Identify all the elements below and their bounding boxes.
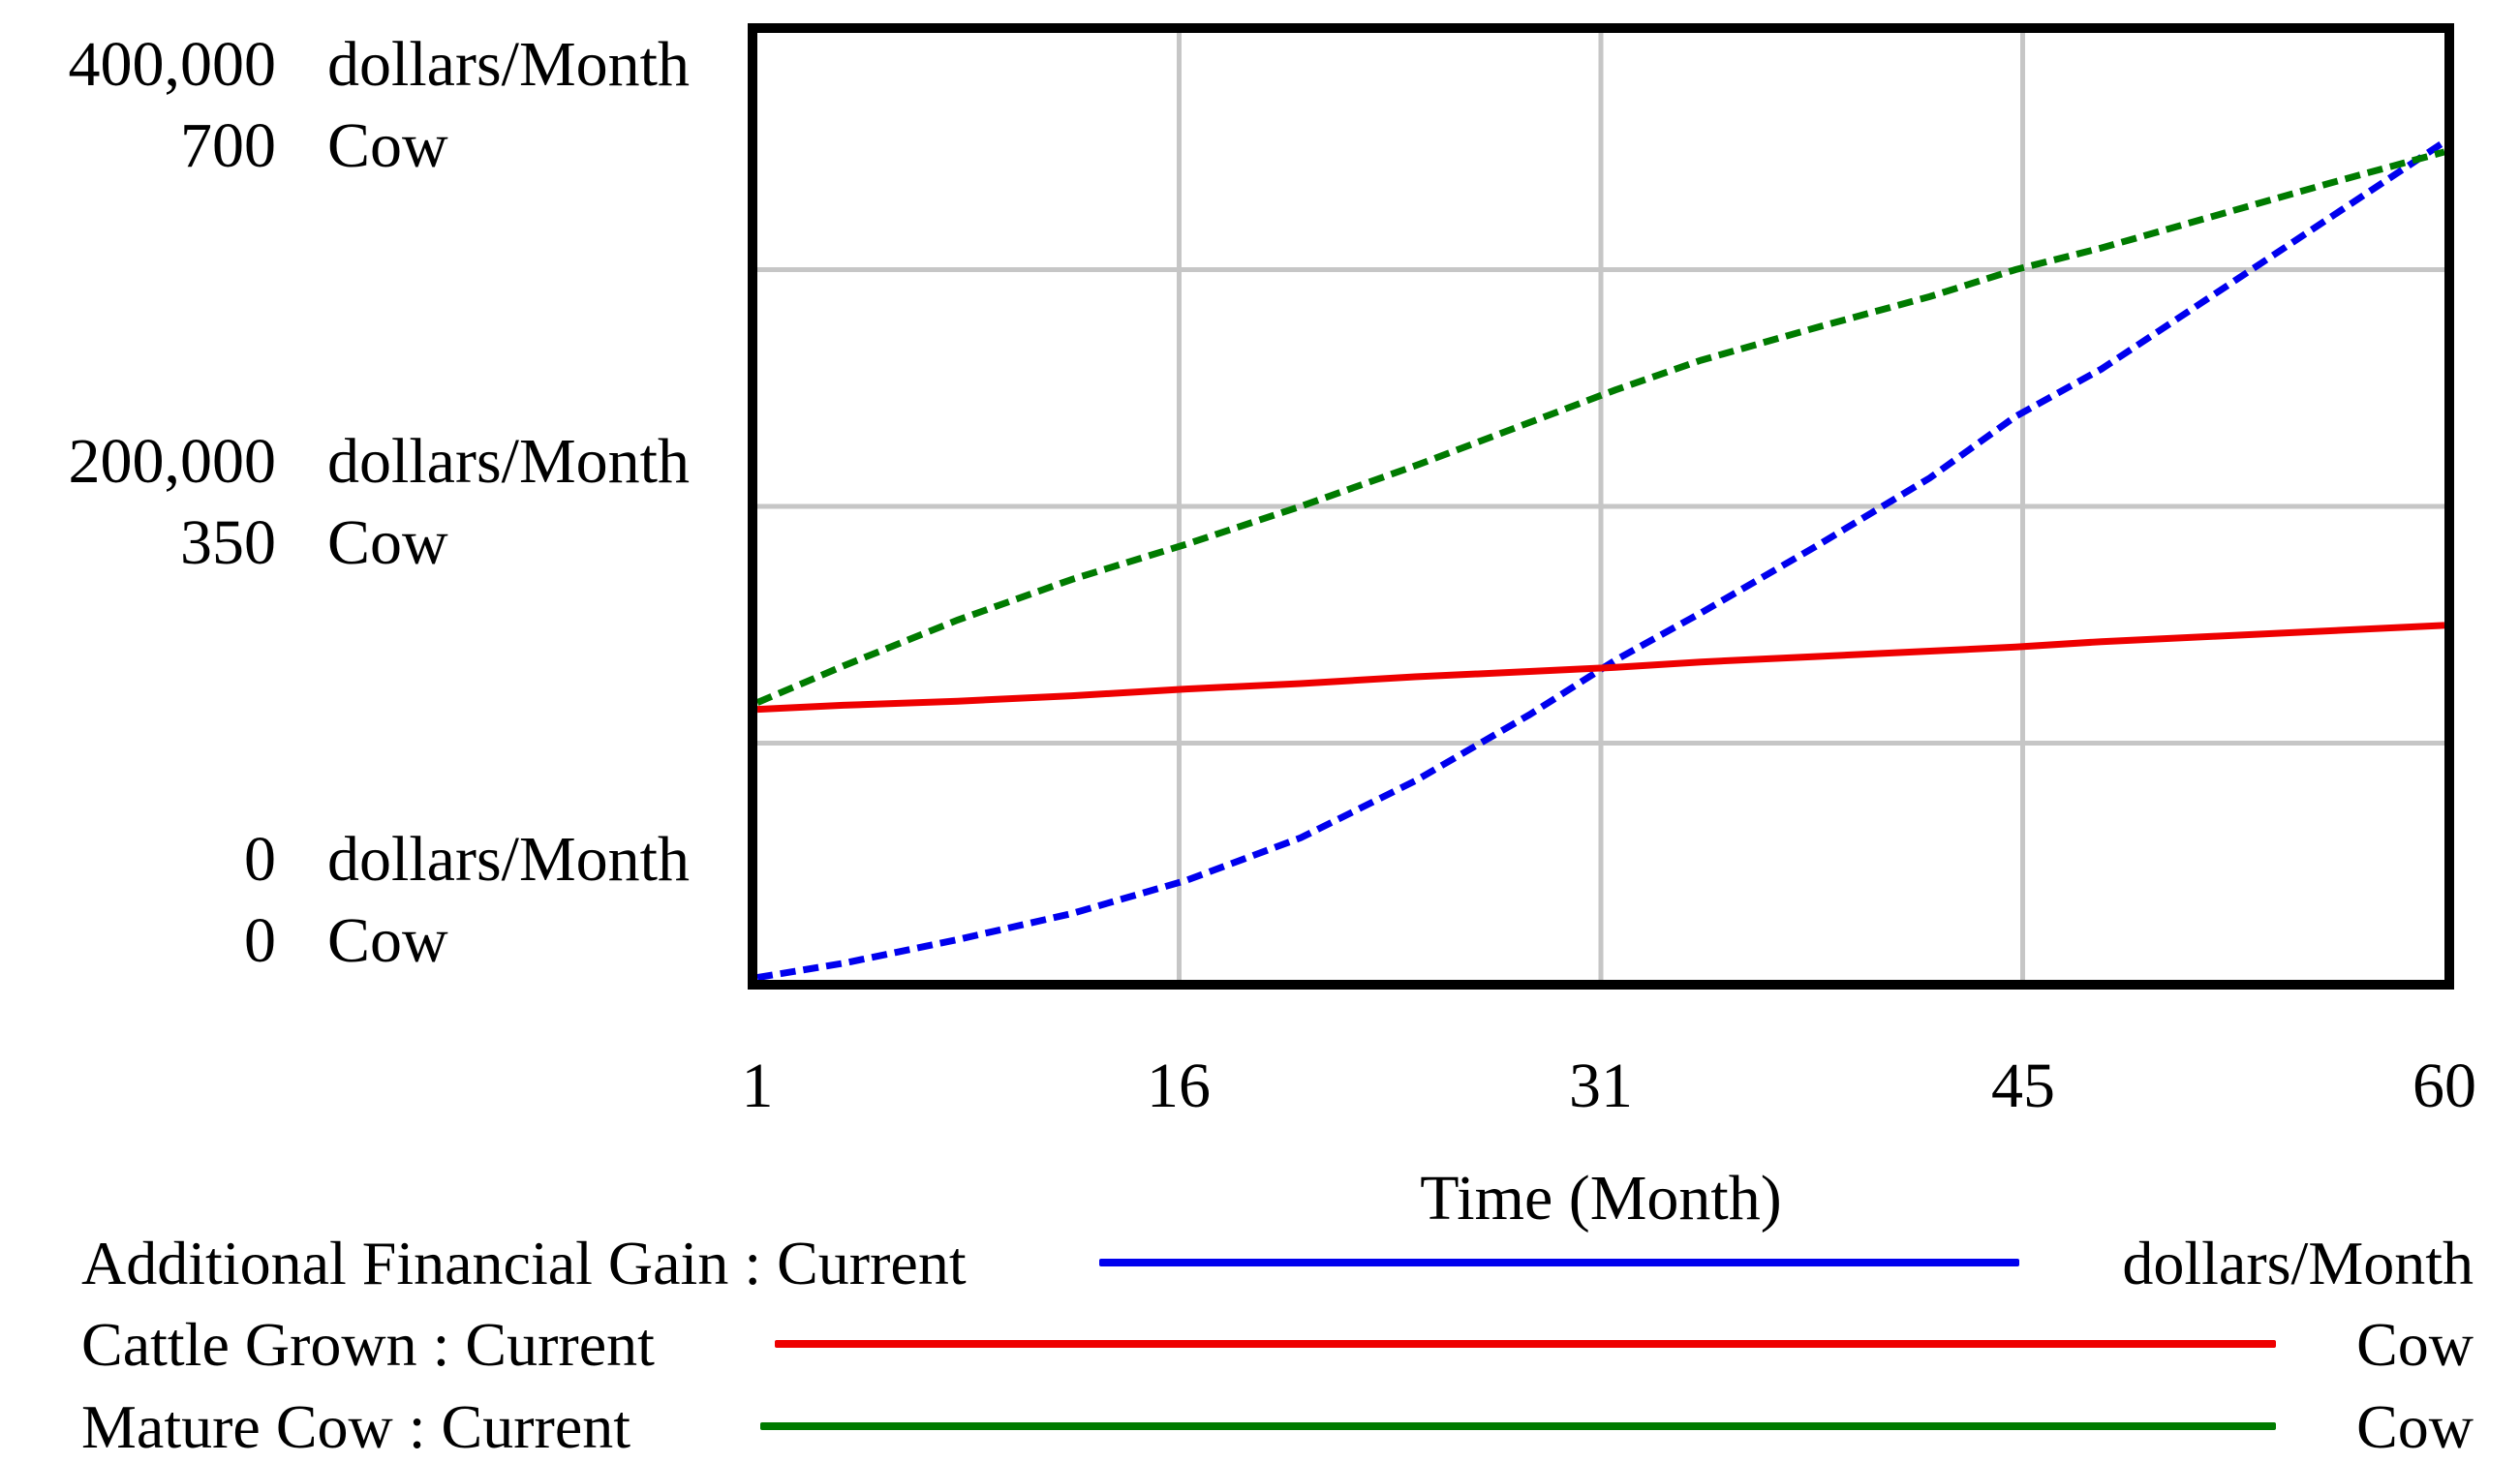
x-tick-31: 31 bbox=[1569, 1051, 1633, 1121]
legend-label-mature-cow: Mature Cow : Current bbox=[81, 1392, 630, 1461]
scale-row-money-max: 400,000 dollars/Month bbox=[0, 24, 736, 106]
money-unit-label: dollars/Month bbox=[327, 29, 690, 100]
scale-row-money-mid: 200,000 dollars/Month bbox=[0, 421, 736, 503]
scale-block-zero: 0 dollars/Month 0 Cow bbox=[0, 819, 736, 982]
legend-line-blue bbox=[1099, 1259, 2019, 1266]
scale-block-top: 400,000 dollars/Month 700 Cow bbox=[0, 24, 736, 187]
scale-row-cow-max: 700 Cow bbox=[0, 106, 736, 187]
money-unit-label: dollars/Month bbox=[327, 426, 690, 497]
plot-area bbox=[748, 23, 2454, 990]
legend-line-green bbox=[760, 1422, 2276, 1430]
cow-unit-label: Cow bbox=[327, 110, 448, 181]
scale-row-cow-zero: 0 Cow bbox=[0, 900, 736, 982]
legend-unit-cow-green: Cow bbox=[2356, 1392, 2474, 1461]
cow-max-value: 700 bbox=[180, 110, 276, 181]
money-mid-value: 200,000 bbox=[68, 426, 277, 497]
x-tick-1: 1 bbox=[741, 1051, 774, 1121]
x-tick-16: 16 bbox=[1147, 1051, 1211, 1121]
plot-canvas bbox=[757, 33, 2444, 980]
legend-label-cattle-grown: Cattle Grown : Current bbox=[81, 1310, 655, 1379]
cow-unit-label: Cow bbox=[327, 905, 448, 976]
money-unit-label: dollars/Month bbox=[327, 824, 690, 895]
cow-unit-label: Cow bbox=[327, 507, 448, 578]
scale-row-money-zero: 0 dollars/Month bbox=[0, 819, 736, 900]
x-tick-60: 60 bbox=[2412, 1051, 2476, 1121]
money-zero-value: 0 bbox=[244, 824, 276, 895]
legend-label-additional-financial-gain: Additional Financial Gain : Current bbox=[81, 1229, 967, 1297]
x-axis-title: Time (Month) bbox=[1420, 1163, 1782, 1234]
legend-unit-dollars-month: dollars/Month bbox=[2122, 1229, 2474, 1297]
cow-zero-value: 0 bbox=[244, 905, 276, 976]
cow-mid-value: 350 bbox=[180, 507, 276, 578]
scale-block-middle: 200,000 dollars/Month 350 Cow bbox=[0, 421, 736, 584]
scale-row-cow-mid: 350 Cow bbox=[0, 503, 736, 584]
legend-line-red bbox=[775, 1340, 2276, 1348]
money-max-value: 400,000 bbox=[68, 29, 277, 100]
x-tick-45: 45 bbox=[1991, 1051, 2055, 1121]
legend-unit-cow-red: Cow bbox=[2356, 1310, 2474, 1379]
